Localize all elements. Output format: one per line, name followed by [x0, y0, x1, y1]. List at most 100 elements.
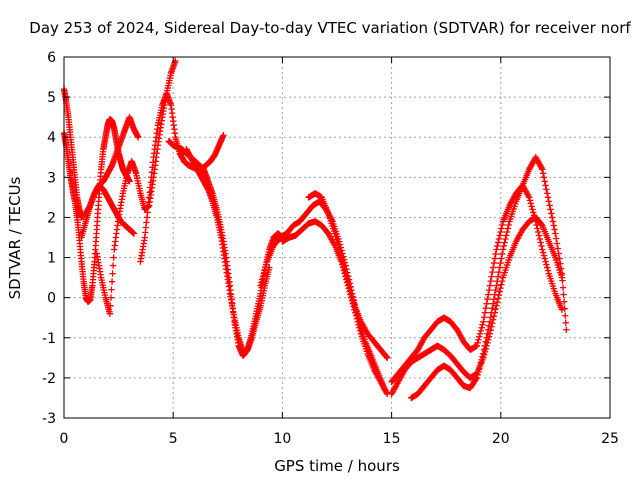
data-point: [478, 324, 485, 331]
y-tick-label: 4: [47, 130, 56, 146]
data-point: [541, 255, 548, 262]
data-point: [537, 239, 544, 246]
data-point: [494, 298, 501, 306]
data-point: [553, 240, 561, 247]
data-point: [502, 235, 509, 243]
data-point: [130, 230, 138, 237]
data-point: [500, 242, 508, 250]
axis-ticks: 0 5 10 15 20 25 -3 -2 -1 0 1 2 3 4 5 6: [42, 50, 619, 447]
data-point: [476, 365, 483, 373]
data-point: [527, 200, 535, 207]
data-point: [480, 314, 488, 321]
data-point: [542, 182, 549, 189]
data-point: [487, 314, 494, 321]
data-point: [109, 270, 116, 277]
data-point: [491, 255, 498, 262]
data-point: [481, 342, 489, 349]
data-point: [383, 353, 390, 361]
data-point: [479, 321, 486, 328]
x-tick-label: 25: [601, 431, 619, 447]
data-point: [549, 218, 557, 225]
data-point: [493, 302, 500, 309]
data-point: [486, 282, 494, 289]
data-point: [332, 233, 339, 240]
data-point: [346, 284, 353, 291]
data-point: [498, 225, 505, 232]
data-point: [496, 232, 503, 239]
data-point: [534, 225, 541, 232]
data-point: [489, 264, 497, 271]
data-point: [339, 260, 347, 267]
data-point: [109, 262, 117, 269]
y-axis-label: SDTVAR / TECUs: [6, 176, 24, 299]
data-point: [384, 354, 391, 362]
data-point: [530, 209, 537, 216]
data-point: [337, 251, 344, 258]
data-point: [535, 228, 542, 236]
data-point: [107, 302, 114, 309]
data-point: [480, 346, 488, 354]
data-point: [475, 336, 482, 343]
data-point: [541, 178, 548, 185]
data-point: [558, 270, 566, 277]
data-point: [110, 254, 117, 261]
data-point: [331, 230, 339, 237]
x-tick-label: 20: [492, 431, 510, 447]
data-point: [560, 298, 568, 305]
y-tick-label: 3: [47, 170, 56, 186]
data-point: [349, 296, 357, 303]
data-point: [557, 265, 565, 272]
data-point: [477, 327, 485, 334]
data-point: [479, 353, 486, 361]
data-point: [501, 239, 508, 246]
data-point: [473, 374, 480, 382]
data-point: [497, 284, 504, 292]
data-point: [491, 291, 498, 298]
data-point: [557, 260, 564, 267]
data-point: [338, 257, 346, 264]
data-point: [484, 330, 491, 337]
data-point: [539, 249, 547, 256]
data-point: [347, 287, 354, 294]
data-point: [540, 174, 548, 181]
data-point: [343, 272, 350, 279]
data-point: [497, 259, 504, 267]
data-point: [543, 261, 550, 268]
data-point: [495, 235, 503, 243]
data-point: [489, 300, 497, 307]
data-point: [340, 263, 348, 270]
x-tick-label: 0: [60, 431, 69, 447]
data-point: [494, 242, 501, 250]
data-point: [486, 318, 494, 325]
data-point: [474, 339, 481, 346]
y-tick-label: 2: [47, 210, 56, 226]
data-point: [494, 277, 501, 285]
data-point: [544, 194, 552, 201]
data-point: [342, 269, 349, 276]
y-tick-label: 6: [47, 50, 56, 66]
data-point: [481, 309, 489, 316]
data-point: [552, 230, 559, 237]
data-point: [334, 242, 342, 249]
data-point: [529, 206, 536, 213]
data-point: [477, 359, 485, 367]
data-point: [483, 300, 490, 307]
data-point: [560, 291, 567, 298]
data-point: [559, 284, 567, 291]
data-point: [498, 250, 506, 258]
data-point: [472, 375, 480, 383]
data-point: [344, 278, 352, 285]
data-point: [333, 236, 340, 243]
data-point: [563, 326, 570, 333]
data-point: [482, 338, 489, 345]
data-point: [539, 166, 546, 173]
data-point: [495, 268, 503, 276]
data-point: [473, 342, 480, 349]
x-axis-label: GPS time / hours: [274, 457, 400, 475]
x-tick-label: 15: [383, 431, 401, 447]
data-point: [478, 356, 485, 364]
data-point: [499, 246, 507, 253]
data-point: [498, 221, 506, 229]
y-tick-label: -1: [42, 331, 56, 347]
